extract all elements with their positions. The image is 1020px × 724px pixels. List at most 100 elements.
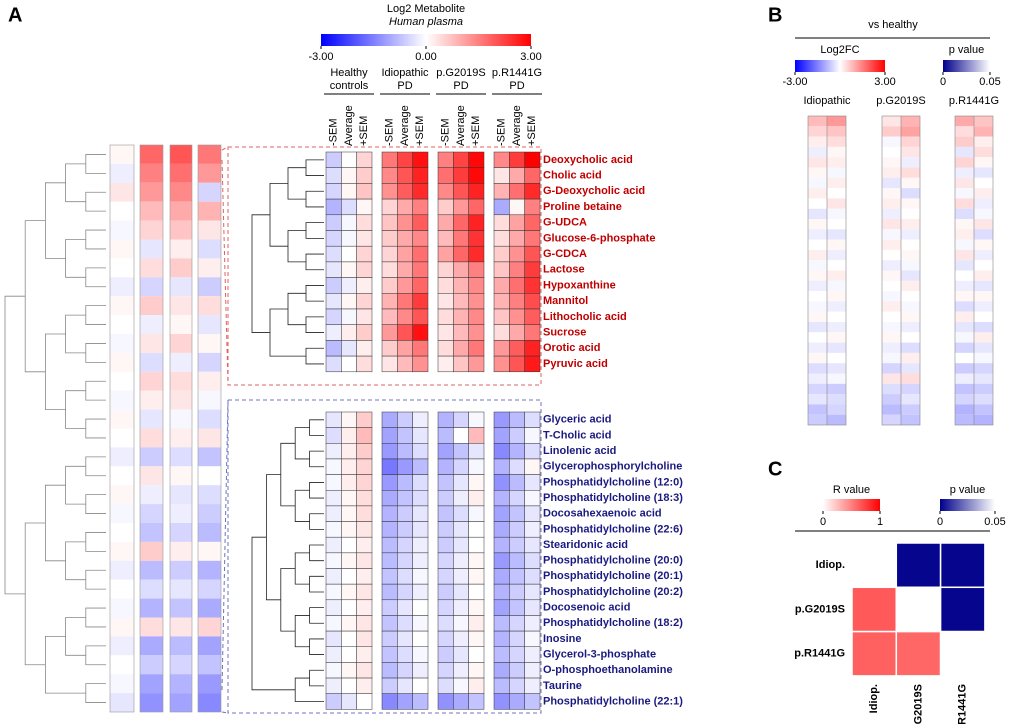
- heatmap-cell: [493, 411, 510, 428]
- heatmap-cell: [524, 630, 541, 647]
- heatmap-cell: [509, 505, 525, 522]
- heatmap-cell: [524, 693, 541, 710]
- heatmap-cell: [524, 646, 541, 663]
- overview-cell: [198, 145, 221, 164]
- heatmap-cell: [468, 411, 485, 428]
- zoom-connector: [221, 399, 229, 691]
- dendrogram-branch: [65, 163, 86, 203]
- heatmap-cell: [341, 536, 357, 554]
- overview-cell: [170, 296, 192, 316]
- heatmap-cell: [381, 599, 398, 616]
- heatmap-cell: [524, 568, 541, 585]
- dendrogram-branch: [287, 230, 306, 263]
- heatmap-cell: [509, 214, 525, 231]
- heatmap-cell: [493, 151, 510, 168]
- heatmap-cell: [955, 342, 974, 353]
- heatmap-cell: [397, 167, 413, 184]
- heatmap-cell: [509, 324, 525, 341]
- heatmap-cell: [827, 373, 846, 384]
- heatmap-cell: [397, 693, 413, 710]
- heatmap-cell: [453, 521, 469, 538]
- heatmap-cell: [397, 505, 413, 522]
- overview-cell: [140, 182, 163, 202]
- metabolite-label: Phosphatidylcholine (20:1): [543, 570, 683, 582]
- dendrogram-branch: [251, 536, 296, 691]
- heatmap-cell: [468, 677, 485, 694]
- heatmap-cell: [468, 308, 485, 325]
- heatmap-cell: [325, 677, 342, 694]
- heatmap-cell: [808, 270, 827, 281]
- heatmap-cell: [974, 383, 993, 395]
- colorbar-tick-label: 3.00: [874, 76, 895, 88]
- heatmap-cell: [974, 146, 993, 158]
- heatmap-cell: [412, 536, 429, 554]
- heatmap-cell: [356, 308, 373, 325]
- heatmap-cell: [437, 261, 454, 278]
- heatmap-cell: [974, 373, 993, 384]
- heatmap-cell: [356, 355, 373, 373]
- overview-cell: [140, 390, 163, 410]
- heatmap-cell: [468, 167, 485, 184]
- subcolumn-label: -SEM: [440, 119, 452, 147]
- heatmap-cell: [397, 261, 413, 278]
- heatmap-cell: [955, 352, 974, 364]
- overview-cell: [170, 541, 192, 561]
- heatmap-cell: [882, 177, 901, 189]
- heatmap-cell: [453, 198, 469, 216]
- heatmap-cell: [412, 277, 429, 294]
- heatmap-cell: [341, 693, 357, 710]
- heatmap-cell: [974, 116, 993, 127]
- empty-cell: [895, 586, 942, 633]
- heatmap-cell: [882, 342, 901, 353]
- heatmap-cell: [468, 490, 485, 507]
- heatmap-cell: [808, 394, 827, 405]
- heatmap-cell: [341, 245, 357, 263]
- heatmap-cell: [437, 411, 454, 428]
- dendrogram-branch: [309, 669, 324, 687]
- heatmap-cell: [381, 536, 398, 554]
- heatmap-cell: [524, 443, 541, 460]
- heatmap-cell: [356, 615, 373, 632]
- heatmap-cell: [524, 293, 541, 310]
- heatmap-cell: [524, 277, 541, 294]
- heatmap-cell: [341, 340, 357, 357]
- overview-cell: [198, 258, 221, 278]
- heatmap-cell: [493, 521, 510, 538]
- heatmap-cell: [468, 214, 485, 231]
- heatmap-cell: [808, 229, 827, 240]
- dendrogram-branch: [85, 229, 106, 250]
- heatmap-cell: [974, 177, 993, 189]
- heatmap-cell: [341, 677, 357, 694]
- heatmap-cell: [325, 693, 342, 710]
- heatmap-cell: [341, 261, 357, 278]
- overview-cell: [110, 466, 134, 486]
- dendrogram-branch: [309, 419, 324, 436]
- heatmap-cell: [509, 568, 525, 585]
- heatmap-cell: [509, 308, 525, 325]
- heatmap-cell: [955, 146, 974, 158]
- heatmap-cell: [493, 277, 510, 294]
- overview-cell: [198, 428, 221, 448]
- heatmap-cell: [827, 239, 846, 250]
- heatmap-cell: [493, 583, 510, 601]
- colorbar-tick-label: 0.00: [415, 51, 436, 63]
- overview-cell: [198, 315, 221, 334]
- colorbar: [321, 34, 531, 46]
- heatmap-cell: [453, 411, 469, 428]
- heatmap-cell: [356, 245, 373, 263]
- overview-cell: [140, 655, 163, 675]
- heatmap-cell: [974, 394, 993, 405]
- dendrogram-branch: [85, 683, 106, 703]
- heatmap-cell: [509, 293, 525, 310]
- heatmap-cell: [356, 183, 373, 200]
- heatmap-cell: [524, 261, 541, 278]
- heatmap-cell: [468, 293, 485, 310]
- heatmap-cell: [325, 536, 342, 554]
- heatmap-cell: [882, 352, 901, 364]
- overview-cell: [110, 352, 134, 372]
- dendrogram-branch: [305, 316, 324, 333]
- overview-cell: [140, 371, 163, 391]
- heatmap-cell: [453, 308, 469, 325]
- heatmap-cell: [437, 293, 454, 310]
- overview-cell: [140, 277, 163, 297]
